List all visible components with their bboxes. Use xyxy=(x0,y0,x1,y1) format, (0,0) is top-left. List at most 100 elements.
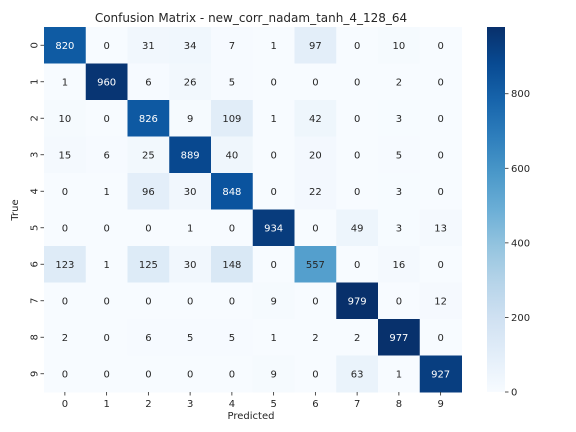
heatmap-cell xyxy=(378,246,421,283)
heatmap-cell xyxy=(44,282,87,320)
cell-value-label: 979 xyxy=(348,296,367,307)
heatmap-cell xyxy=(419,100,462,137)
cell-value-label: 123 xyxy=(55,260,74,271)
x-tick-label: 7 xyxy=(354,399,360,410)
heatmap-cell xyxy=(85,136,128,174)
heatmap-cell xyxy=(44,173,87,210)
heatmap-cell xyxy=(211,282,254,320)
heatmap-cell xyxy=(294,319,337,356)
x-axis-label: Predicted xyxy=(228,411,275,422)
heatmap-cell xyxy=(336,100,379,137)
heatmap-cell xyxy=(85,246,128,283)
colorbar-tick-label: 0 xyxy=(511,388,517,399)
colorbar-tick-label: 200 xyxy=(511,313,530,324)
heatmap-cell xyxy=(169,27,212,64)
heatmap-cell xyxy=(211,63,254,101)
cell-value-label: 0 xyxy=(103,369,109,380)
colorbar-tick-label: 800 xyxy=(511,89,530,100)
cell-value-label: 15 xyxy=(59,150,72,161)
heatmap-cell xyxy=(85,319,128,356)
heatmap-cell xyxy=(169,209,212,247)
heatmap-cell xyxy=(127,63,170,101)
cell-value-label: 0 xyxy=(270,150,276,161)
cell-value-label: 22 xyxy=(309,187,322,198)
cell-value-label: 1 xyxy=(270,333,276,344)
heatmap-cell xyxy=(336,136,379,174)
heatmap-cell xyxy=(294,100,337,137)
heatmap-cell xyxy=(336,173,379,210)
cell-value-label: 10 xyxy=(393,41,406,52)
cell-value-label: 148 xyxy=(222,260,241,271)
cell-value-label: 0 xyxy=(145,369,151,380)
cell-value-label: 1 xyxy=(103,187,109,198)
heatmap-cell xyxy=(419,355,462,393)
heatmap-cell xyxy=(294,136,337,174)
heatmap-cell xyxy=(85,173,128,210)
y-tick-label: 0 xyxy=(30,42,41,48)
cell-value-label: 0 xyxy=(354,260,360,271)
cell-value-label: 5 xyxy=(187,333,193,344)
x-tick-label: 0 xyxy=(62,399,68,410)
cell-value-label: 12 xyxy=(434,296,447,307)
heatmap-cell xyxy=(169,355,212,393)
heatmap-cell xyxy=(211,319,254,356)
heatmap-cell xyxy=(378,63,421,101)
cell-value-label: 0 xyxy=(62,187,68,198)
cell-value-label: 0 xyxy=(103,114,109,125)
heatmap-cell xyxy=(85,209,128,247)
heatmap-cell xyxy=(252,355,295,393)
cell-value-label: 6 xyxy=(103,150,109,161)
cell-value-label: 3 xyxy=(396,223,402,234)
cell-value-label: 42 xyxy=(309,114,322,125)
cell-value-label: 5 xyxy=(229,77,235,88)
cell-value-label: 927 xyxy=(431,369,450,380)
heatmap-cell xyxy=(44,100,87,137)
cell-value-label: 0 xyxy=(312,223,318,234)
cell-value-label: 0 xyxy=(145,223,151,234)
cell-value-label: 3 xyxy=(396,114,402,125)
cell-value-label: 0 xyxy=(437,260,443,271)
colorbar: 0 200 400 600 800 xyxy=(487,27,530,399)
cell-value-label: 2 xyxy=(396,77,402,88)
y-tick-label: 8 xyxy=(30,334,41,340)
cell-value-label: 2 xyxy=(62,333,68,344)
heatmap-cell xyxy=(85,355,128,393)
cell-value-label: 0 xyxy=(312,296,318,307)
heatmap-cell xyxy=(252,282,295,320)
cell-value-label: 0 xyxy=(103,296,109,307)
cell-value-label: 977 xyxy=(389,333,408,344)
cell-value-label: 0 xyxy=(354,77,360,88)
heatmap-cell xyxy=(378,282,421,320)
cell-value-label: 1 xyxy=(187,223,193,234)
y-tick-label: 4 xyxy=(30,188,41,194)
cell-value-label: 0 xyxy=(354,41,360,52)
y-tick-label: 1 xyxy=(30,79,41,85)
cell-value-label: 125 xyxy=(139,260,158,271)
heatmap-cell xyxy=(127,282,170,320)
cell-value-label: 0 xyxy=(62,223,68,234)
y-tick-label: 7 xyxy=(30,298,41,304)
cell-value-label: 0 xyxy=(229,369,235,380)
y-axis-label: True xyxy=(10,199,21,221)
cell-value-label: 30 xyxy=(184,260,197,271)
heatmap-cell xyxy=(378,209,421,247)
cell-value-label: 0 xyxy=(270,187,276,198)
heatmap-cell xyxy=(336,209,379,247)
heatmap-cell xyxy=(294,282,337,320)
heatmap-cell xyxy=(252,27,295,64)
heatmap-cell xyxy=(294,63,337,101)
cell-value-label: 16 xyxy=(393,260,406,271)
cell-value-label: 40 xyxy=(226,150,239,161)
heatmap-cell xyxy=(44,27,87,64)
heatmap-cell xyxy=(419,246,462,283)
cell-value-label: 0 xyxy=(437,41,443,52)
cell-value-label: 934 xyxy=(264,223,283,234)
heatmap-cell xyxy=(85,63,128,101)
cell-value-label: 0 xyxy=(437,187,443,198)
heatmap-cell xyxy=(127,246,170,283)
heatmap-cell xyxy=(378,355,421,393)
cell-value-label: 9 xyxy=(270,369,276,380)
cell-value-label: 0 xyxy=(103,333,109,344)
heatmap-cells: 820 0 31 34 7 1 97 0 10 01 960 6 26 5 0 0 0 2 010 0 826 9 109 1… xyxy=(44,27,462,393)
